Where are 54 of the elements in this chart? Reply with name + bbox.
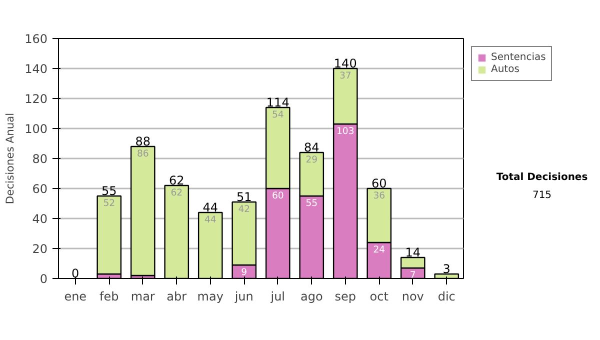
total-label: 51 <box>236 190 252 204</box>
x-tick-label: abr <box>166 290 187 304</box>
data-label: 103 <box>336 126 354 137</box>
data-label: 55 <box>306 198 318 209</box>
data-label: 36 <box>373 190 386 202</box>
data-label: 37 <box>339 70 352 82</box>
data-label: 24 <box>373 244 386 256</box>
data-label: 7 <box>410 270 416 281</box>
y-tick-label: 80 <box>32 152 48 166</box>
x-tick-label: nov <box>402 290 424 304</box>
total-label: 114 <box>266 96 290 110</box>
x-tick-label: ene <box>64 290 87 304</box>
data-label: 42 <box>238 204 250 215</box>
data-label: 54 <box>272 110 284 120</box>
y-axis-title: Decisiones Anual <box>4 112 17 204</box>
data-label: 29 <box>306 154 318 166</box>
y-tick-label: 0 <box>40 272 48 286</box>
total-label: 84 <box>304 140 320 154</box>
annotation: 715 <box>531 190 553 201</box>
x-tick-label: jun <box>234 290 254 304</box>
data-label: 86 <box>136 148 149 160</box>
total-label: 140 <box>334 56 357 70</box>
data-label: 44 <box>204 214 216 226</box>
legend-label: Sentencias <box>491 52 546 63</box>
bar <box>96 195 122 275</box>
total-label: 62 <box>168 174 184 188</box>
y-tick-label: 160 <box>24 32 48 46</box>
x-tick-label: mar <box>130 290 155 304</box>
total-label: 60 <box>371 176 387 190</box>
x-tick-label: dic <box>438 290 456 304</box>
x-tick-label: may <box>197 290 224 304</box>
y-tick-label: 120 <box>24 92 48 106</box>
total-label: 44 <box>202 200 218 214</box>
total-label: 3 <box>442 262 450 276</box>
total-label: 14 <box>405 246 421 260</box>
data-label: 9 <box>241 267 248 278</box>
data-label: 62 <box>170 188 183 198</box>
total-label: 0 <box>72 266 80 280</box>
y-tick-label: 140 <box>24 62 48 76</box>
data-label: 60 <box>272 190 284 202</box>
y-tick-label: 100 <box>24 122 48 136</box>
x-tick-label: sep <box>334 290 356 304</box>
data-label: 52 <box>103 198 116 209</box>
x-tick-label: oct <box>370 290 389 304</box>
y-tick-label: 20 <box>32 242 48 256</box>
total-label: 55 <box>101 184 117 198</box>
legend-label: Autos <box>491 64 520 75</box>
x-tick-label: feb <box>100 290 119 304</box>
x-tick-label: jul <box>270 290 286 304</box>
y-tick-label: 60 <box>32 182 48 196</box>
total-label: 88 <box>135 134 151 148</box>
x-tick-label: ago <box>300 290 323 304</box>
annotation: Total Decisiones <box>495 172 589 183</box>
y-tick-label: 40 <box>32 212 48 226</box>
